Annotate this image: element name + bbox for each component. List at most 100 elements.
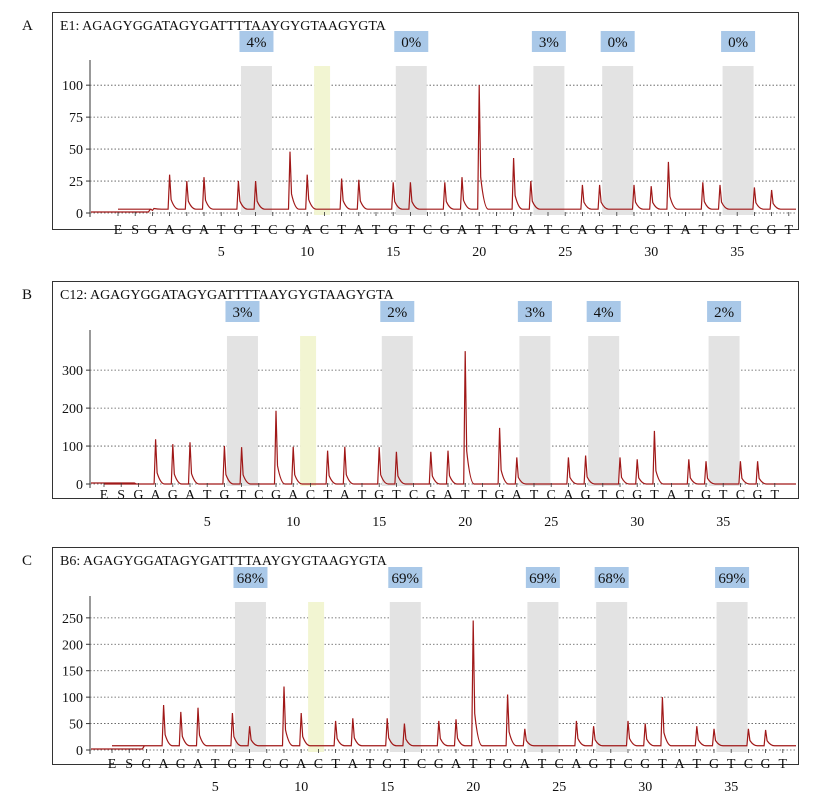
- methylation-percent-tag: [715, 567, 750, 588]
- dispensation-label: G: [233, 223, 243, 238]
- dispensation-label: G: [646, 223, 656, 238]
- y-tick-label: 100: [62, 691, 83, 706]
- dispensation-label: C: [744, 757, 753, 772]
- position-tick-label: 35: [724, 780, 738, 795]
- methylation-percent-label: 3%: [232, 305, 252, 321]
- y-tick-label: 0: [76, 478, 83, 493]
- dispensation-label: G: [133, 488, 143, 503]
- y-tick-label: 0: [76, 207, 83, 222]
- position-tick-label: 25: [544, 515, 558, 530]
- dispensation-label: T: [475, 223, 484, 238]
- methylation-percent-tag: [239, 31, 274, 52]
- dispensation-label: T: [469, 757, 478, 772]
- position-tick-label: 35: [716, 515, 730, 530]
- dispensation-label: C: [268, 223, 277, 238]
- methylation-percent-tag: [225, 301, 260, 322]
- dispensation-label: G: [509, 223, 519, 238]
- dispensation-label: A: [199, 223, 210, 238]
- dispensation-label: G: [382, 757, 392, 772]
- dispensation-label: T: [599, 488, 608, 503]
- methylation-percent-tag: [388, 567, 423, 588]
- methylation-percent-tag: [380, 301, 415, 322]
- methylation-percent-tag: [517, 301, 552, 322]
- dispensation-label: T: [211, 757, 220, 772]
- methylation-percent-tag: [586, 301, 621, 322]
- dispensation-label: T: [406, 223, 415, 238]
- dispensation-label: T: [323, 488, 332, 503]
- dispensation-label: T: [658, 757, 667, 772]
- dispensation-label: T: [400, 757, 409, 772]
- dispensation-label: T: [544, 223, 553, 238]
- dispensation-label: A: [520, 757, 531, 772]
- pyrogram-panel-c: [52, 547, 799, 765]
- dispensation-label: A: [302, 223, 313, 238]
- dispensation-label: G: [595, 223, 605, 238]
- dispensation-label: G: [388, 223, 398, 238]
- cpg-band: [596, 602, 628, 752]
- dispensation-label: T: [245, 757, 254, 772]
- methylation-percent-label: 68%: [598, 571, 626, 587]
- dispensation-label: T: [664, 223, 673, 238]
- dispensation-label: G: [147, 223, 157, 238]
- dispensation-label: A: [348, 757, 359, 772]
- methylation-percent-label: 2%: [714, 305, 734, 321]
- position-tick-label: 25: [552, 780, 566, 795]
- methylation-percent-tag: [600, 31, 635, 52]
- dispensation-label: A: [443, 488, 454, 503]
- y-tick-label: 100: [62, 440, 83, 455]
- dispensation-label: C: [555, 757, 564, 772]
- dispensation-label: T: [492, 223, 501, 238]
- panel-title-a: E1: AGAGYGGATAGYGATTTTAAYGYGTAAGYGTA: [60, 19, 386, 34]
- dispensation-label: A: [681, 223, 692, 238]
- panel-title-b: C12: AGAGYGGATAGYGATTTTAAYGYGTAAGYGTA: [60, 288, 394, 303]
- dispensation-label: T: [392, 488, 401, 503]
- y-tick-label: 50: [69, 143, 83, 158]
- dispensation-label: G: [440, 223, 450, 238]
- dispensation-label: E: [100, 488, 109, 503]
- dispensation-label: C: [320, 223, 329, 238]
- position-tick-label: 10: [300, 245, 314, 260]
- dispensation-label: A: [512, 488, 523, 503]
- cpg-band: [716, 602, 748, 752]
- position-tick-label: 35: [730, 245, 744, 260]
- dispensation-label: G: [767, 223, 777, 238]
- dispensation-label: A: [457, 223, 468, 238]
- dispensation-label: T: [538, 757, 547, 772]
- dispensation-label: A: [296, 757, 307, 772]
- methylation-percent-label: 0%: [608, 35, 628, 51]
- cpg-band: [234, 602, 266, 752]
- panel-letter-b: B: [22, 287, 33, 303]
- pyrogram-trace: [91, 620, 796, 750]
- dispensation-label: C: [547, 488, 556, 503]
- methylation-percent-label: 3%: [539, 35, 559, 51]
- y-tick-label: 50: [69, 718, 83, 733]
- dispensation-label: G: [761, 757, 771, 772]
- dispensation-label: T: [203, 488, 212, 503]
- y-tick-label: 250: [62, 612, 83, 627]
- dispensation-label: C: [615, 488, 624, 503]
- dispensation-label: G: [640, 757, 650, 772]
- dispensation-label: G: [227, 757, 237, 772]
- dispensation-label: T: [358, 488, 367, 503]
- dispensation-label: T: [530, 488, 539, 503]
- dispensation-label: G: [589, 757, 599, 772]
- methylation-percent-label: 4%: [246, 35, 266, 51]
- dispensation-label: C: [736, 488, 745, 503]
- dispensation-label: G: [285, 223, 295, 238]
- dispensation-label: T: [719, 488, 728, 503]
- pyrogram-panel-b: [52, 281, 799, 499]
- position-tick-label: 5: [204, 515, 211, 530]
- dispensation-label: A: [571, 757, 582, 772]
- dispensation-label: T: [607, 757, 616, 772]
- dispensation-label: T: [337, 223, 346, 238]
- dispensation-label: A: [451, 757, 462, 772]
- methylation-percent-tag: [721, 31, 756, 52]
- methylation-percent-tag: [707, 301, 742, 322]
- dispensation-label: A: [288, 488, 299, 503]
- position-tick-label: 5: [218, 245, 225, 260]
- dispensation-label: E: [114, 223, 123, 238]
- dispensation-label: G: [434, 757, 444, 772]
- dispensation-label: G: [271, 488, 281, 503]
- dispensation-label: G: [715, 223, 725, 238]
